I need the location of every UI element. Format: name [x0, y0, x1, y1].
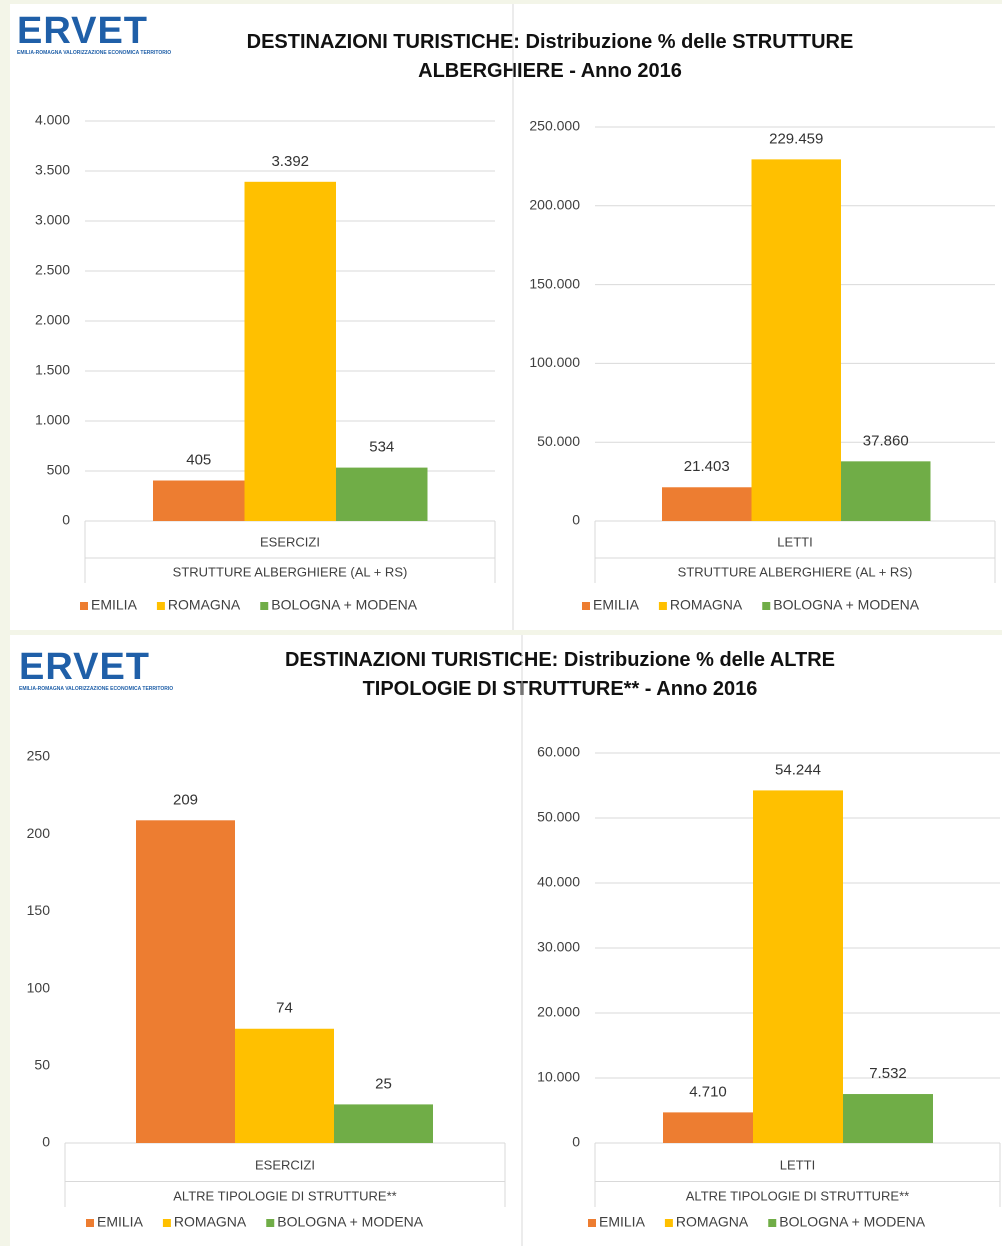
y-tick-label: 10.000 [537, 1069, 580, 1085]
data-label: 4.710 [689, 1083, 727, 1100]
legend-swatch [260, 602, 269, 610]
data-label: 534 [369, 439, 394, 456]
y-tick-label: 50.000 [537, 809, 580, 825]
x-tick-label: ESERCIZI [255, 1157, 315, 1172]
legend-swatch [80, 602, 88, 610]
logo-tagline: EMILIA-ROMAGNA VALORIZZAZIONE ECONOMICA … [17, 50, 172, 56]
legend-label: BOLOGNA + MODENA [773, 597, 920, 613]
bar [843, 1094, 933, 1143]
category-group-label: ALTRE TIPOLOGIE DI STRUTTURE** [173, 1188, 396, 1203]
category-group-label: ALTRE TIPOLOGIE DI STRUTTURE** [686, 1188, 909, 1203]
y-tick-label: 150.000 [529, 275, 580, 291]
y-tick-label: 60.000 [537, 744, 580, 760]
y-tick-label: 3.500 [35, 162, 70, 178]
bar [753, 790, 843, 1143]
legend-swatch [582, 602, 590, 610]
y-tick-label: 100.000 [529, 354, 580, 370]
data-label: 21.403 [684, 458, 730, 475]
section-title: DESTINAZIONI TURISTICHE: Distribuzione %… [284, 649, 836, 700]
legend-label: BOLOGNA + MODENA [779, 1214, 926, 1230]
bar [336, 467, 428, 521]
y-tick-label: 200 [27, 825, 51, 841]
bar [334, 1104, 433, 1143]
category-group-label: STRUTTURE ALBERGHIERE (AL + RS) [173, 564, 408, 579]
y-tick-label: 20.000 [537, 1004, 580, 1020]
y-tick-label: 0 [42, 1134, 50, 1150]
bar [153, 480, 245, 521]
legend-label: BOLOGNA + MODENA [271, 597, 418, 613]
legend-swatch [768, 1219, 777, 1227]
legend-label: ROMAGNA [676, 1214, 749, 1230]
legend-swatch [762, 602, 771, 610]
y-tick-label: 1.500 [35, 362, 70, 378]
y-tick-label: 30.000 [537, 939, 580, 955]
y-tick-label: 2.000 [35, 312, 70, 328]
legend-swatch [266, 1219, 275, 1227]
y-tick-label: 0 [62, 512, 70, 528]
legend-swatch [162, 1219, 171, 1227]
legend-swatch [664, 1219, 673, 1227]
y-tick-label: 50 [34, 1057, 50, 1073]
bar [751, 159, 841, 521]
data-label: 3.392 [271, 153, 309, 170]
y-tick-label: 1.000 [35, 412, 70, 428]
y-tick-label: 150 [27, 902, 51, 918]
y-tick-label: 3.000 [35, 212, 70, 228]
x-tick-label: ESERCIZI [260, 534, 320, 549]
y-tick-label: 40.000 [537, 874, 580, 890]
legend-swatch [658, 602, 667, 610]
bar [841, 461, 931, 521]
legend-label: EMILIA [91, 597, 138, 613]
section-title: DESTINAZIONI TURISTICHE: Distribuzione %… [246, 31, 854, 82]
data-label: 25 [375, 1075, 392, 1092]
y-tick-label: 250 [27, 748, 51, 764]
bar [662, 487, 752, 521]
legend-label: ROMAGNA [670, 597, 743, 613]
data-label: 229.459 [769, 130, 823, 147]
legend-label: ROMAGNA [174, 1214, 247, 1230]
y-tick-label: 250.000 [529, 118, 580, 134]
bar [244, 181, 336, 522]
bar [136, 820, 235, 1143]
data-label: 405 [186, 451, 211, 468]
data-label: 7.532 [869, 1065, 907, 1082]
legend-label: EMILIA [599, 1214, 646, 1230]
data-label: 74 [276, 1000, 293, 1017]
legend-swatch [156, 602, 165, 610]
y-tick-label: 0 [572, 1134, 580, 1150]
x-tick-label: LETTI [780, 1157, 815, 1172]
data-label: 37.860 [863, 432, 909, 449]
data-label: 209 [173, 791, 198, 808]
logo-tagline: EMILIA-ROMAGNA VALORIZZAZIONE ECONOMICA … [19, 686, 174, 692]
y-tick-label: 2.500 [35, 262, 70, 278]
logo: ERVET [17, 10, 149, 52]
legend-swatch [86, 1219, 94, 1227]
legend-label: ROMAGNA [168, 597, 241, 613]
bar [235, 1028, 334, 1143]
legend-label: BOLOGNA + MODENA [277, 1214, 424, 1230]
bar [663, 1112, 753, 1143]
legend-swatch [588, 1219, 596, 1227]
x-tick-label: LETTI [777, 534, 812, 549]
y-tick-label: 500 [47, 462, 71, 478]
category-group-label: STRUTTURE ALBERGHIERE (AL + RS) [678, 564, 913, 579]
legend-label: EMILIA [97, 1214, 144, 1230]
data-label: 54.244 [775, 761, 821, 778]
legend-label: EMILIA [593, 597, 640, 613]
y-tick-label: 4.000 [35, 112, 70, 128]
y-tick-label: 0 [572, 512, 580, 528]
y-tick-label: 50.000 [537, 433, 580, 449]
y-tick-label: 200.000 [529, 197, 580, 213]
y-tick-label: 100 [27, 979, 51, 995]
logo: ERVET [19, 646, 151, 688]
